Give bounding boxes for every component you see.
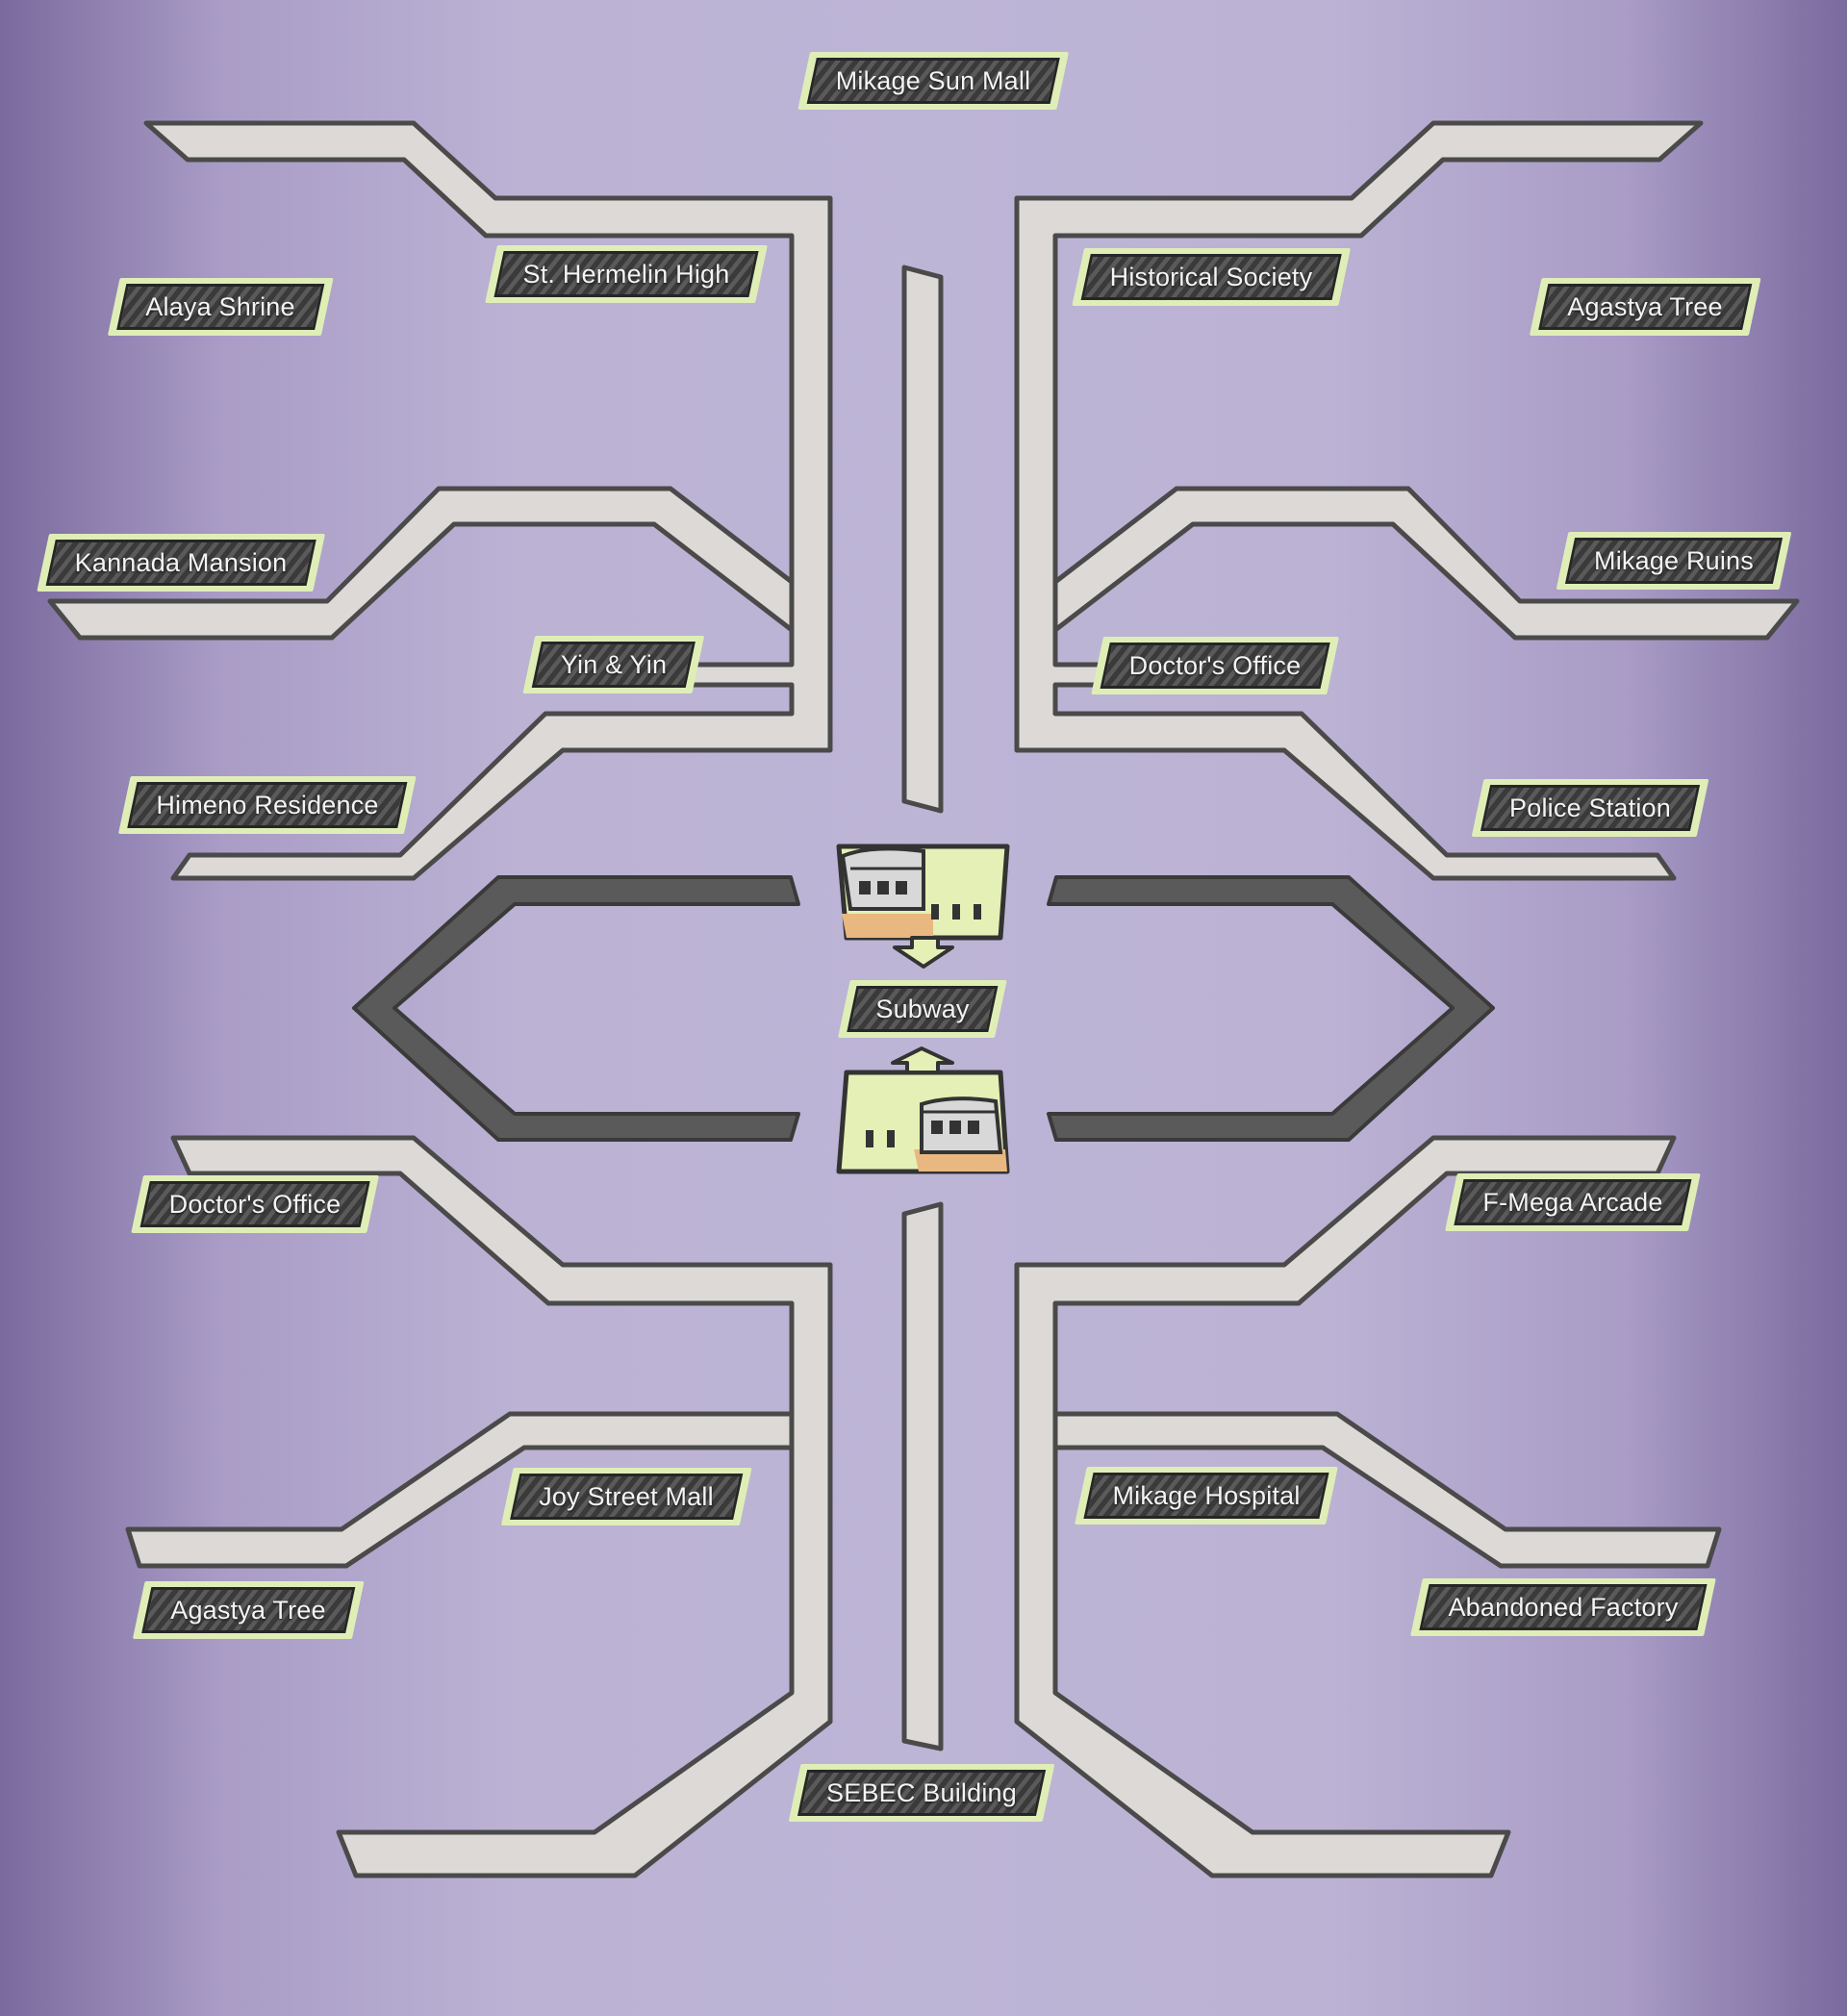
down-arrow-icon (893, 936, 954, 969)
up-arrow-icon (891, 1046, 954, 1074)
location-name: Doctor's Office (168, 1190, 342, 1219)
road-network-lower-left (125, 1135, 833, 1878)
label-joy-street-mall[interactable]: Joy Street Mall (500, 1468, 752, 1525)
subway-entrance-down-icon (836, 844, 1010, 969)
location-name: Abandoned Factory (1448, 1593, 1679, 1622)
road-network-upper-left (47, 120, 833, 881)
location-name: Joy Street Mall (539, 1482, 714, 1511)
label-mikage-ruins[interactable]: Mikage Ruins (1556, 532, 1792, 590)
train-icon (866, 1096, 1003, 1154)
location-name: Historical Society (1109, 263, 1313, 291)
label-st-hermelin-high[interactable]: St. Hermelin High (485, 245, 768, 303)
label-sebec-building[interactable]: SEBEC Building (788, 1764, 1055, 1822)
location-name: F-Mega Arcade (1482, 1188, 1663, 1217)
subway-loop (352, 875, 1495, 1142)
road-network-lower-right (1014, 1135, 1722, 1878)
label-doctors-office-bottom[interactable]: Doctor's Office (131, 1175, 379, 1233)
subway-entrance-up-icon (836, 1046, 1010, 1174)
label-yin-and-yin[interactable]: Yin & Yin (522, 636, 705, 693)
label-alaya-shrine[interactable]: Alaya Shrine (107, 278, 334, 336)
location-name: Agastya Tree (1567, 292, 1723, 321)
location-name: Kannada Mansion (74, 548, 288, 577)
location-name: St. Hermelin High (522, 260, 730, 289)
label-mikage-hospital[interactable]: Mikage Hospital (1075, 1467, 1338, 1525)
location-name: Doctor's Office (1128, 651, 1302, 680)
map-title: Mikage Sun Mall (835, 66, 1031, 95)
label-abandoned-factory[interactable]: Abandoned Factory (1410, 1578, 1716, 1636)
label-himeno-residence[interactable]: Himeno Residence (117, 776, 417, 834)
location-name: Himeno Residence (156, 791, 379, 819)
location-name: Yin & Yin (560, 650, 668, 679)
location-name: Agastya Tree (170, 1596, 326, 1625)
location-name: SEBEC Building (826, 1778, 1017, 1807)
central-roads (901, 265, 944, 1751)
label-agastya-tree-bottom[interactable]: Agastya Tree (132, 1581, 365, 1639)
label-police-station[interactable]: Police Station (1471, 779, 1709, 837)
road-network-upper-right (1014, 120, 1800, 881)
label-historical-society[interactable]: Historical Society (1072, 248, 1351, 306)
train-icon (840, 846, 981, 920)
hub-name: Subway (875, 995, 970, 1023)
location-name: Police Station (1509, 794, 1671, 822)
location-name: Mikage Hospital (1112, 1481, 1301, 1510)
label-mikage-sun-mall[interactable]: Mikage Sun Mall (797, 52, 1069, 110)
location-name: Mikage Ruins (1594, 546, 1754, 575)
label-subway[interactable]: Subway (837, 980, 1008, 1038)
label-kannada-mansion[interactable]: Kannada Mansion (37, 534, 325, 592)
location-name: Alaya Shrine (145, 292, 295, 321)
label-f-mega-arcade[interactable]: F-Mega Arcade (1445, 1173, 1701, 1231)
label-agastya-tree-top[interactable]: Agastya Tree (1529, 278, 1761, 336)
label-doctors-office-top[interactable]: Doctor's Office (1091, 637, 1339, 694)
